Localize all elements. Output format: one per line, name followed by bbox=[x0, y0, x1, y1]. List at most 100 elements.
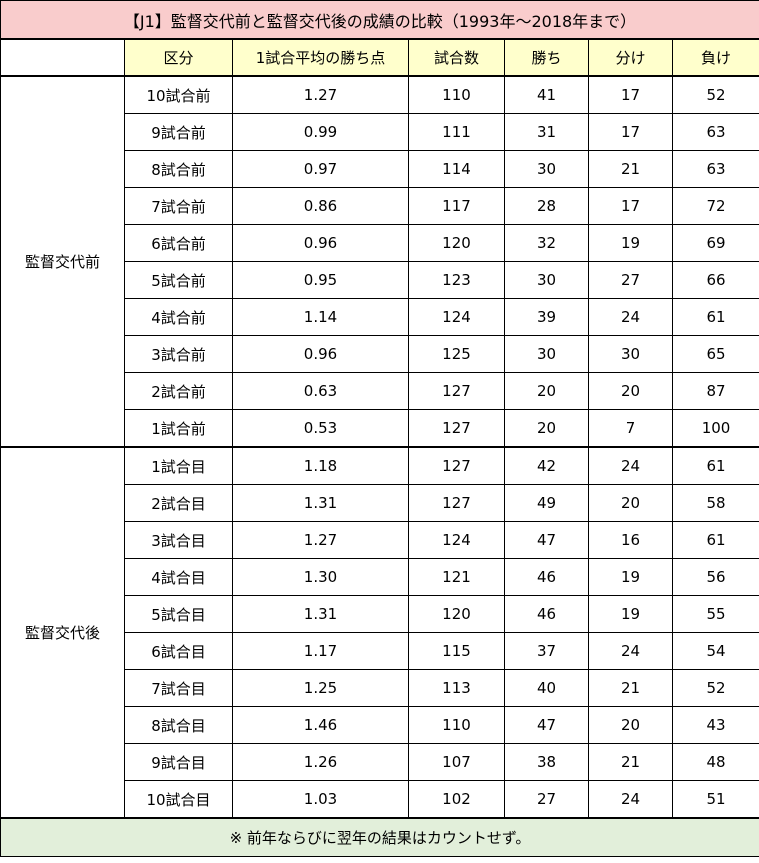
matches-cell: 110 bbox=[408, 75, 505, 114]
matches-cell: 127 bbox=[408, 372, 505, 410]
avg-points-cell: 0.96 bbox=[232, 335, 409, 373]
row-category: 1試合目 bbox=[124, 446, 233, 485]
wins-cell: 30 bbox=[504, 261, 589, 299]
avg-points-cell: 1.27 bbox=[232, 521, 409, 559]
row-category: 2試合目 bbox=[124, 484, 233, 522]
draws-cell: 17 bbox=[588, 75, 673, 114]
table-row: 7試合目 1.25 113 40 21 52 bbox=[1, 669, 759, 707]
table-row: 6試合前 0.96 120 32 19 69 bbox=[1, 224, 759, 262]
header-losses: 負け bbox=[671, 38, 759, 77]
matches-cell: 121 bbox=[408, 558, 505, 596]
table-row: 8試合目 1.46 110 47 20 43 bbox=[1, 706, 759, 744]
avg-points-cell: 0.63 bbox=[232, 372, 409, 410]
avg-points-cell: 0.95 bbox=[232, 261, 409, 299]
row-category: 6試合目 bbox=[124, 632, 233, 670]
avg-points-cell: 0.86 bbox=[232, 187, 409, 225]
avg-points-cell: 1.03 bbox=[232, 780, 409, 819]
table-row: 1試合前 0.53 127 20 7 100 bbox=[1, 409, 759, 448]
matches-cell: 114 bbox=[408, 150, 505, 188]
wins-cell: 47 bbox=[504, 706, 589, 744]
avg-points-cell: 1.14 bbox=[232, 298, 409, 336]
row-category: 7試合目 bbox=[124, 669, 233, 707]
matches-cell: 110 bbox=[408, 706, 505, 744]
draws-cell: 17 bbox=[588, 187, 673, 225]
group-label: 監督交代前 bbox=[0, 75, 125, 448]
draws-cell: 30 bbox=[588, 335, 673, 373]
avg-points-cell: 1.27 bbox=[232, 75, 409, 114]
wins-cell: 39 bbox=[504, 298, 589, 336]
table-row: 5試合目 1.31 120 46 19 55 bbox=[1, 595, 759, 633]
row-category: 4試合目 bbox=[124, 558, 233, 596]
avg-points-cell: 1.30 bbox=[232, 558, 409, 596]
losses-cell: 61 bbox=[671, 298, 759, 336]
losses-cell: 72 bbox=[671, 187, 759, 225]
wins-cell: 46 bbox=[504, 558, 589, 596]
row-category: 5試合前 bbox=[124, 261, 233, 299]
draws-cell: 27 bbox=[588, 261, 673, 299]
losses-cell: 51 bbox=[671, 780, 759, 819]
row-category: 3試合前 bbox=[124, 335, 233, 373]
row-category: 9試合前 bbox=[124, 113, 233, 151]
wins-cell: 30 bbox=[504, 150, 589, 188]
matches-cell: 125 bbox=[408, 335, 505, 373]
header-blank bbox=[0, 38, 125, 77]
wins-cell: 47 bbox=[504, 521, 589, 559]
avg-points-cell: 0.53 bbox=[232, 409, 409, 448]
avg-points-cell: 1.31 bbox=[232, 595, 409, 633]
wins-cell: 20 bbox=[504, 372, 589, 410]
table-row: 監督交代後 1試合目 1.18 127 42 24 61 bbox=[0, 446, 759, 819]
matches-cell: 120 bbox=[408, 595, 505, 633]
table-row: 監督交代前 10試合前 1.27 110 41 17 52 bbox=[0, 75, 759, 448]
draws-cell: 24 bbox=[588, 780, 673, 819]
wins-cell: 28 bbox=[504, 187, 589, 225]
draws-cell: 21 bbox=[588, 743, 673, 781]
table-row: 4試合目 1.30 121 46 19 56 bbox=[1, 558, 759, 596]
draws-cell: 24 bbox=[588, 632, 673, 670]
draws-cell: 7 bbox=[588, 409, 673, 448]
table-row: 9試合目 1.26 107 38 21 48 bbox=[1, 743, 759, 781]
wins-cell: 38 bbox=[504, 743, 589, 781]
losses-cell: 52 bbox=[671, 75, 759, 114]
draws-cell: 19 bbox=[588, 224, 673, 262]
losses-cell: 48 bbox=[671, 743, 759, 781]
avg-points-cell: 1.31 bbox=[232, 484, 409, 522]
wins-cell: 37 bbox=[504, 632, 589, 670]
losses-cell: 61 bbox=[671, 521, 759, 559]
losses-cell: 52 bbox=[671, 669, 759, 707]
table-row: 9試合前 0.99 111 31 17 63 bbox=[1, 113, 759, 151]
avg-points-cell: 0.96 bbox=[232, 224, 409, 262]
avg-points-cell: 1.17 bbox=[232, 632, 409, 670]
wins-cell: 40 bbox=[504, 669, 589, 707]
header-category: 区分 bbox=[124, 38, 233, 77]
row-category: 3試合目 bbox=[124, 521, 233, 559]
wins-cell: 20 bbox=[504, 409, 589, 448]
matches-cell: 127 bbox=[408, 409, 505, 448]
header-wins: 勝ち bbox=[504, 38, 589, 77]
wins-cell: 41 bbox=[504, 75, 589, 114]
draws-cell: 20 bbox=[588, 484, 673, 522]
losses-cell: 65 bbox=[671, 335, 759, 373]
draws-cell: 17 bbox=[588, 113, 673, 151]
matches-cell: 120 bbox=[408, 224, 505, 262]
row-category: 6試合前 bbox=[124, 224, 233, 262]
table-row: 2試合前 0.63 127 20 20 87 bbox=[1, 372, 759, 410]
draws-cell: 20 bbox=[588, 372, 673, 410]
draws-cell: 19 bbox=[588, 595, 673, 633]
row-category: 2試合前 bbox=[124, 372, 233, 410]
draws-cell: 20 bbox=[588, 706, 673, 744]
avg-points-cell: 0.99 bbox=[232, 113, 409, 151]
header-draws: 分け bbox=[588, 38, 673, 77]
matches-cell: 115 bbox=[408, 632, 505, 670]
draws-cell: 24 bbox=[588, 446, 673, 485]
losses-cell: 63 bbox=[671, 150, 759, 188]
header-matches: 試合数 bbox=[408, 38, 505, 77]
table-row: 7試合前 0.86 117 28 17 72 bbox=[1, 187, 759, 225]
draws-cell: 16 bbox=[588, 521, 673, 559]
matches-cell: 111 bbox=[408, 113, 505, 151]
wins-cell: 31 bbox=[504, 113, 589, 151]
draws-cell: 21 bbox=[588, 669, 673, 707]
table-row: 8試合前 0.97 114 30 21 63 bbox=[1, 150, 759, 188]
table-title: 【J1】監督交代前と監督交代後の成績の比較（1993年～2018年まで） bbox=[0, 0, 759, 40]
matches-cell: 117 bbox=[408, 187, 505, 225]
